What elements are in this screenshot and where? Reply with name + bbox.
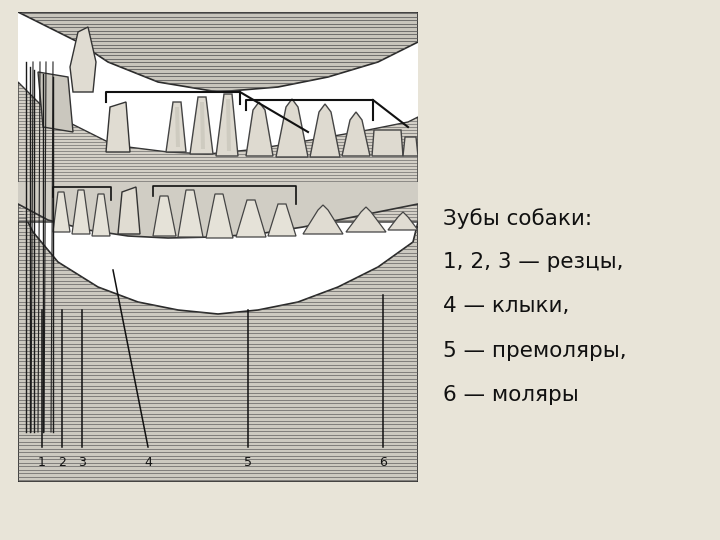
Polygon shape xyxy=(216,94,238,156)
Polygon shape xyxy=(200,102,205,149)
Polygon shape xyxy=(178,190,203,237)
Text: 2: 2 xyxy=(58,456,66,469)
Text: 5 — премоляры,: 5 — премоляры, xyxy=(443,341,626,361)
Polygon shape xyxy=(346,207,386,232)
Polygon shape xyxy=(166,102,186,152)
Text: Зубы собаки:: Зубы собаки: xyxy=(443,208,592,229)
Polygon shape xyxy=(403,137,418,156)
Polygon shape xyxy=(190,97,213,154)
Text: 1, 2, 3 — резцы,: 1, 2, 3 — резцы, xyxy=(443,252,624,272)
Polygon shape xyxy=(118,187,140,234)
Polygon shape xyxy=(18,82,418,222)
Polygon shape xyxy=(53,192,70,232)
Polygon shape xyxy=(310,104,340,157)
Polygon shape xyxy=(175,107,180,147)
Polygon shape xyxy=(18,182,418,238)
Polygon shape xyxy=(38,72,73,132)
Polygon shape xyxy=(268,204,296,236)
Polygon shape xyxy=(206,194,233,238)
Polygon shape xyxy=(106,102,130,152)
Polygon shape xyxy=(18,12,418,92)
PathPatch shape xyxy=(18,12,418,92)
Polygon shape xyxy=(342,112,370,156)
PathPatch shape xyxy=(18,202,418,482)
Polygon shape xyxy=(226,99,231,151)
Polygon shape xyxy=(153,196,176,236)
Text: 4: 4 xyxy=(144,456,152,469)
Polygon shape xyxy=(372,130,403,156)
Polygon shape xyxy=(72,190,90,234)
Polygon shape xyxy=(246,102,273,156)
PathPatch shape xyxy=(18,82,418,222)
Text: 6 — моляры: 6 — моляры xyxy=(443,385,579,405)
Bar xyxy=(18,12,418,482)
Text: 4 — клыки,: 4 — клыки, xyxy=(443,296,570,316)
Text: 6: 6 xyxy=(379,456,387,469)
Polygon shape xyxy=(92,194,110,236)
Text: 5: 5 xyxy=(244,456,252,469)
Polygon shape xyxy=(388,212,418,230)
Polygon shape xyxy=(276,99,308,157)
Polygon shape xyxy=(70,27,96,92)
Polygon shape xyxy=(303,205,343,234)
Polygon shape xyxy=(18,202,418,482)
Text: 3: 3 xyxy=(78,456,86,469)
Polygon shape xyxy=(236,200,266,237)
Text: 1: 1 xyxy=(38,456,46,469)
